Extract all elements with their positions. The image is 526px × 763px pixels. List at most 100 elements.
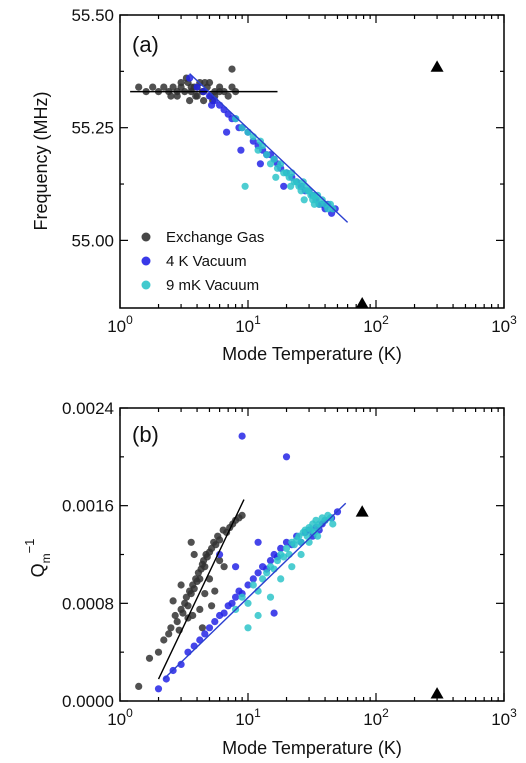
data-point bbox=[244, 599, 252, 607]
panel-b-plot-frame bbox=[119, 407, 505, 702]
data-point bbox=[277, 544, 285, 553]
y-tick-label: 55.00 bbox=[71, 231, 114, 250]
data-point bbox=[238, 124, 246, 132]
panel-b-x-axis-label: Mode Temperature (K) bbox=[222, 738, 402, 758]
data-point bbox=[169, 597, 177, 605]
data-point bbox=[282, 544, 291, 553]
data-point bbox=[135, 83, 143, 91]
data-point bbox=[263, 151, 271, 159]
y-tick-label: 0.0000 bbox=[62, 692, 114, 711]
data-point bbox=[297, 550, 305, 559]
data-point bbox=[315, 520, 323, 528]
data-point bbox=[149, 83, 157, 91]
data-point bbox=[160, 636, 168, 644]
data-point bbox=[200, 97, 208, 105]
data-point bbox=[211, 618, 219, 626]
panel-b-fit-lines bbox=[157, 499, 347, 680]
data-point bbox=[196, 605, 204, 614]
panel-a-triangle-markers bbox=[355, 60, 444, 309]
panel-b-triangle-markers bbox=[355, 505, 444, 699]
panel-a-x-axis-label: Mode Temperature (K) bbox=[222, 344, 402, 364]
data-point bbox=[212, 541, 220, 549]
panel-a-label: (a) bbox=[132, 32, 159, 57]
series-vacuum-4k bbox=[154, 432, 342, 693]
y-tick-label: 0.0016 bbox=[62, 497, 114, 516]
svg-text:Qm−1: Qm−1 bbox=[22, 539, 53, 578]
y-label-subscript: m bbox=[39, 553, 53, 563]
panel-b-x-tick-labels: 100 101 102 103 bbox=[107, 706, 517, 729]
data-point bbox=[187, 538, 195, 546]
fit-line bbox=[189, 73, 349, 223]
data-point bbox=[190, 642, 198, 650]
data-point bbox=[254, 538, 262, 546]
data-point bbox=[205, 624, 214, 632]
fit-line bbox=[157, 499, 245, 680]
series-exchange-gas bbox=[135, 511, 246, 691]
panel-a-plot-frame bbox=[119, 14, 505, 309]
data-point bbox=[216, 557, 224, 565]
data-point bbox=[266, 557, 275, 565]
triangle-marker bbox=[355, 296, 369, 309]
data-point bbox=[190, 550, 198, 559]
data-point bbox=[232, 115, 240, 123]
data-point bbox=[287, 182, 295, 190]
panel-a-data-points bbox=[135, 65, 339, 217]
panel-b-label: (b) bbox=[132, 422, 159, 447]
triangle-marker bbox=[355, 505, 369, 517]
data-point bbox=[186, 74, 194, 82]
data-point bbox=[160, 83, 168, 91]
panel-a-tick-marks bbox=[119, 14, 505, 308]
data-point bbox=[232, 593, 240, 601]
legend-exchange-gas-marker bbox=[141, 232, 151, 242]
x-tick-label: 100 bbox=[107, 706, 133, 729]
data-point bbox=[193, 83, 201, 91]
data-point bbox=[228, 599, 236, 607]
data-point bbox=[241, 182, 249, 190]
legend-4k-vacuum-marker bbox=[141, 256, 151, 266]
data-point bbox=[254, 146, 262, 154]
data-point bbox=[270, 155, 278, 163]
x-tick-label: 102 bbox=[363, 313, 389, 336]
data-point bbox=[173, 618, 181, 626]
data-point bbox=[167, 92, 175, 100]
data-point bbox=[211, 587, 219, 595]
data-point bbox=[171, 611, 179, 620]
x-tick-label: 100 bbox=[107, 313, 133, 336]
data-point bbox=[190, 585, 198, 593]
y-label-superscript: −1 bbox=[22, 539, 37, 554]
data-point bbox=[216, 550, 224, 559]
legend-4k-vacuum-label: 4 K Vacuum bbox=[166, 253, 247, 270]
data-point bbox=[189, 611, 197, 620]
x-tick-label: 101 bbox=[235, 313, 261, 336]
data-point bbox=[314, 191, 322, 199]
data-point bbox=[277, 575, 285, 583]
data-point bbox=[196, 575, 204, 583]
data-point bbox=[263, 569, 271, 577]
data-point bbox=[186, 97, 194, 105]
data-point bbox=[280, 553, 288, 561]
data-point bbox=[280, 182, 288, 190]
triangle-marker bbox=[430, 60, 444, 72]
data-point bbox=[305, 538, 313, 546]
data-point bbox=[145, 654, 154, 662]
data-point bbox=[259, 575, 267, 583]
data-point bbox=[192, 92, 200, 100]
x-tick-label: 101 bbox=[235, 706, 261, 729]
x-tick-label: 103 bbox=[491, 313, 517, 336]
panel-a-x-tick-labels: 100 101 102 103 bbox=[107, 313, 517, 336]
data-point bbox=[201, 563, 209, 571]
data-point bbox=[201, 630, 209, 638]
data-point bbox=[249, 581, 257, 589]
panel-b-data-points bbox=[135, 432, 342, 693]
data-point bbox=[272, 173, 280, 181]
data-point bbox=[179, 609, 187, 617]
panel-b-y-tick-labels: 0.0000 0.0008 0.0016 0.0024 bbox=[62, 399, 114, 711]
data-point bbox=[201, 590, 209, 598]
data-point bbox=[162, 675, 170, 683]
y-tick-label: 55.50 bbox=[71, 6, 114, 25]
data-point bbox=[282, 453, 291, 461]
data-point bbox=[238, 511, 246, 519]
data-point bbox=[300, 196, 308, 204]
data-point bbox=[288, 563, 296, 571]
